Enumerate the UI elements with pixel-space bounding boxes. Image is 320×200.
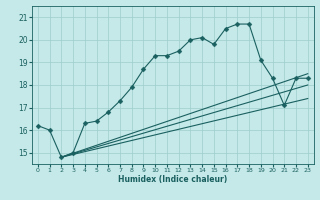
X-axis label: Humidex (Indice chaleur): Humidex (Indice chaleur) — [118, 175, 228, 184]
